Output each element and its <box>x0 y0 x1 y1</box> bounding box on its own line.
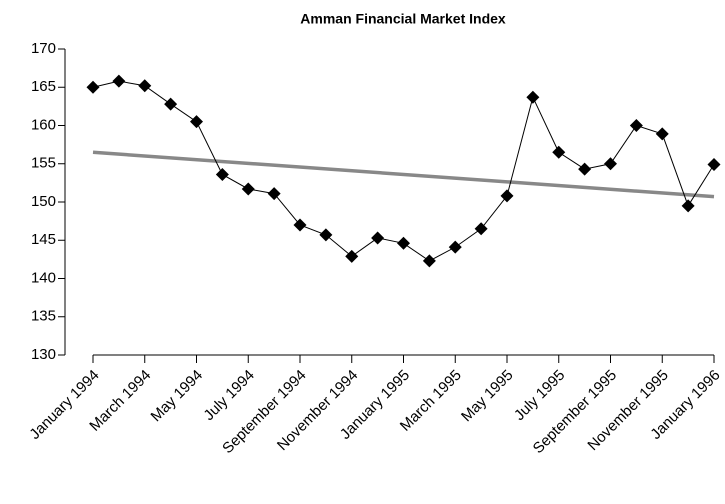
y-tick-label: 135 <box>31 308 56 325</box>
marker <box>319 228 333 242</box>
y-tick-label: 140 <box>31 269 56 286</box>
marker <box>293 218 307 232</box>
marker <box>552 145 566 159</box>
marker <box>474 222 488 236</box>
marker <box>397 236 410 250</box>
marker <box>345 249 359 263</box>
marker <box>371 231 385 245</box>
x-tick-label: May 1994 <box>148 367 207 426</box>
marker <box>215 167 229 181</box>
y-tick-label: 145 <box>31 231 56 248</box>
marker <box>655 127 669 141</box>
marker <box>578 162 592 176</box>
chart-title: Amman Financial Market Index <box>300 11 506 27</box>
x-tick-label: January 1994 <box>26 367 102 443</box>
marker <box>86 80 100 94</box>
marker <box>681 199 695 213</box>
marker <box>448 240 462 254</box>
trend-line <box>92 150 715 199</box>
marker <box>422 254 436 268</box>
marker <box>629 119 643 132</box>
y-tick-label: 150 <box>31 193 56 210</box>
marker <box>164 97 178 111</box>
marker <box>112 74 126 88</box>
x-tick-label: May 1995 <box>458 367 517 426</box>
y-tick-label: 165 <box>31 78 56 95</box>
marker <box>707 158 721 172</box>
series-line <box>92 80 715 262</box>
marker <box>526 90 540 104</box>
marker <box>604 157 617 171</box>
y-tick-label: 170 <box>31 40 56 57</box>
y-tick-label: 160 <box>31 116 56 133</box>
y-tick-label: 155 <box>31 155 56 172</box>
marker <box>138 79 152 93</box>
marker <box>267 187 281 201</box>
marker <box>241 182 255 196</box>
marker <box>500 189 514 203</box>
y-tick-label: 130 <box>31 346 56 363</box>
marker <box>190 115 203 129</box>
